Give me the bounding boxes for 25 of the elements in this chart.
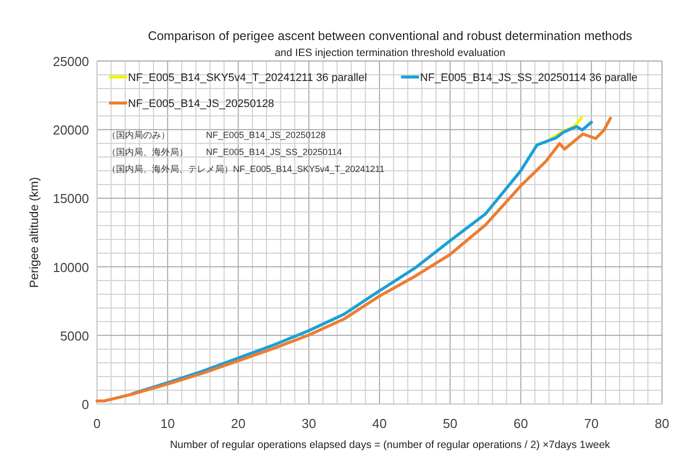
x-tick-label: 60	[514, 416, 528, 431]
x-tick-label: 50	[442, 416, 458, 431]
x-tick-label: 20	[231, 416, 246, 431]
x-tick-label: 10	[160, 416, 175, 431]
y-tick-label: 25000	[52, 54, 89, 69]
legend-label: NF_E005_B14_SKY5v4_T_20241211 36 parallel	[128, 72, 367, 84]
annotation: （国内局のみ） NF_E005_B14_JS_20250128	[107, 130, 326, 140]
legend-label: NF_E005_B14_JS_SS_20250114 36 paralle	[420, 72, 638, 84]
annotation: （国内局、海外局） NF_E005_B14_JS_SS_20250114	[107, 147, 342, 157]
annotation: （国内局、海外局、テレメ局）NF_E005_B14_SKY5v4_T_20241211	[107, 164, 384, 174]
y-axis-title: Perigee altitude (km)	[27, 177, 41, 288]
x-tick-label: 70	[584, 416, 599, 431]
chart-subtitle: and IES injection termination threshold evaluation	[274, 47, 506, 59]
x-tick-label: 0	[93, 416, 101, 431]
y-tick-label: 15000	[52, 191, 89, 206]
chart-title: Comparison of perigee ascent between conventional and robust determination methods	[148, 29, 632, 43]
legend-label: NF_E005_B14_JS_20250128	[128, 98, 274, 110]
x-tick-label: 40	[372, 416, 387, 431]
x-tick-label: 30	[302, 416, 316, 431]
x-tick-label: 80	[654, 416, 670, 431]
y-tick-label: 10000	[52, 260, 89, 275]
y-tick-label: 5000	[60, 328, 89, 344]
y-tick-label: 0	[82, 397, 89, 412]
y-tick-label: 20000	[52, 122, 89, 138]
x-axis-title: Number of regular operations elapsed days = (number of regular operations / 2) ×7days 1week	[170, 439, 611, 451]
